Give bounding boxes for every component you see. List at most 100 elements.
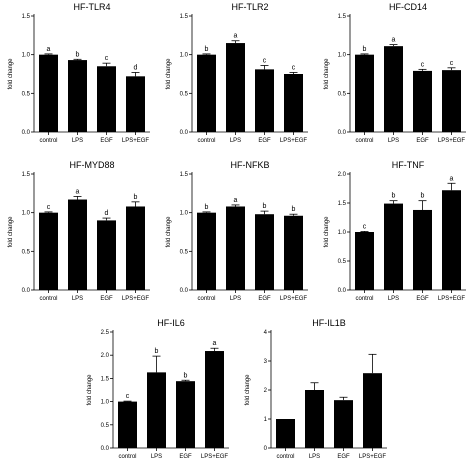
y-tick-label: 1.5 <box>180 172 189 178</box>
chart-panel-tlr2: HF-TLR2 fold change 0.0 0.5 1.0 1.5 b control a L… <box>166 2 308 144</box>
y-tick-label: 0.5 <box>101 423 110 429</box>
y-tick-label: 1.5 <box>338 14 347 20</box>
bar-control <box>355 54 374 132</box>
bar-lps-egf <box>126 76 145 132</box>
x-tick-label: control <box>39 138 57 144</box>
y-tick-label: 1.0 <box>338 53 347 59</box>
x-tick-label: EGF <box>416 296 429 302</box>
y-tick-label: 1.0 <box>338 230 347 236</box>
chart-panel-nfkb: HF-NFKB fold change 0.0 0.5 1.0 1.5 b control a L… <box>166 160 308 302</box>
significance-letter: d <box>105 210 109 217</box>
chart-title: HF-TLR2 <box>231 2 268 12</box>
chart-title: HF-TLR4 <box>73 2 110 12</box>
y-tick-label: 1.5 <box>22 14 31 20</box>
bar-control <box>355 232 374 290</box>
y-tick-label: 1.0 <box>180 53 189 59</box>
bar-egf <box>255 214 274 290</box>
y-tick-label: 0.0 <box>22 288 31 294</box>
bar-lps <box>147 372 166 448</box>
x-tick-label: LPS <box>72 138 83 144</box>
bar-lps-egf <box>442 70 461 132</box>
bar-control <box>39 54 58 132</box>
significance-letter: a <box>392 37 396 44</box>
y-tick-label: 0 <box>264 446 268 452</box>
significance-letter: a <box>47 46 51 53</box>
significance-letter: b <box>392 193 396 200</box>
y-tick-label: 0.0 <box>180 130 189 136</box>
x-tick-label: EGF <box>258 296 271 302</box>
x-tick-label: control <box>355 296 373 302</box>
x-tick-label: control <box>118 454 136 460</box>
significance-letter: b <box>155 348 159 355</box>
x-tick-label: LPS <box>151 454 162 460</box>
significance-letter: c <box>292 64 296 71</box>
bar-lps-egf <box>284 215 303 290</box>
bar-egf <box>97 220 116 290</box>
bar-control <box>197 54 216 132</box>
y-tick-label: 2 <box>264 388 268 394</box>
y-axis-label: fold change <box>87 374 93 406</box>
significance-letter: a <box>450 175 454 182</box>
bar-lps <box>68 199 87 290</box>
x-tick-label: LPS <box>230 138 241 144</box>
y-axis-label: fold change <box>8 58 14 90</box>
x-tick-label: EGF <box>100 296 113 302</box>
y-tick-label: 0.0 <box>338 288 347 294</box>
chart-panel-cd14: HF-CD14 fold change 0.0 0.5 1.0 1.5 b control a L… <box>324 2 466 144</box>
y-tick-label: 4 <box>264 330 268 336</box>
chart-panel-il6: HF-IL6 fold change 0.0 0.5 1.0 1.5 2.0 2.5 c cont… <box>87 318 229 460</box>
bar-lps <box>226 206 245 290</box>
y-tick-label: 0.5 <box>22 91 31 97</box>
x-tick-label: control <box>355 138 373 144</box>
x-tick-label: LPS <box>309 454 320 460</box>
y-axis-label: fold change <box>8 216 14 248</box>
chart-title: HF-TNF <box>392 160 425 170</box>
y-tick-label: 1.5 <box>101 376 110 382</box>
significance-letter: a <box>234 33 238 40</box>
bar-egf <box>176 381 195 448</box>
significance-letter: c <box>105 55 109 62</box>
x-tick-label: LPS+EGF <box>438 138 466 144</box>
bar-egf <box>413 209 432 290</box>
significance-letter: c <box>450 60 454 67</box>
significance-letter: c <box>363 223 367 230</box>
bar-lps-egf <box>126 206 145 290</box>
y-tick-label: 1.0 <box>22 211 31 217</box>
significance-letter: b <box>184 372 188 379</box>
x-tick-label: LPS <box>388 296 399 302</box>
x-tick-label: EGF <box>179 454 192 460</box>
y-tick-label: 1.0 <box>22 53 31 59</box>
significance-letter: c <box>126 393 130 400</box>
bar-lps <box>226 43 245 132</box>
x-tick-label: control <box>39 296 57 302</box>
x-tick-label: LPS+EGF <box>438 296 466 302</box>
x-tick-label: LPS+EGF <box>280 138 308 144</box>
significance-letter: b <box>205 204 209 211</box>
y-tick-label: 0.0 <box>101 446 110 452</box>
x-tick-label: LPS+EGF <box>201 454 229 460</box>
y-tick-label: 1.5 <box>338 201 347 207</box>
chart-title: HF-NFKB <box>231 160 270 170</box>
significance-letter: c <box>47 204 51 211</box>
bar-lps <box>384 46 403 132</box>
chart-panel-il1b: HF-IL1B fold change 0 1 2 3 4 control LPS EGF LPS+… <box>245 318 387 460</box>
y-tick-label: 0.5 <box>338 259 347 265</box>
x-tick-label: LPS+EGF <box>122 296 150 302</box>
y-tick-label: 1.0 <box>180 211 189 217</box>
significance-letter: c <box>263 57 267 64</box>
significance-letter: a <box>213 340 217 347</box>
significance-letter: d <box>134 64 138 71</box>
y-tick-label: 1.5 <box>180 14 189 20</box>
significance-letter: a <box>234 197 238 204</box>
significance-letter: a <box>76 188 80 195</box>
y-axis-label: fold change <box>166 216 172 248</box>
bar-lps <box>305 390 324 448</box>
y-tick-label: 3 <box>264 359 268 365</box>
y-tick-label: 0.5 <box>338 91 347 97</box>
significance-letter: b <box>134 194 138 201</box>
x-tick-label: LPS+EGF <box>359 454 387 460</box>
bar-lps <box>384 203 403 290</box>
significance-letter: c <box>421 61 425 68</box>
x-tick-label: LPS <box>388 138 399 144</box>
chart-title: HF-IL6 <box>157 318 185 328</box>
